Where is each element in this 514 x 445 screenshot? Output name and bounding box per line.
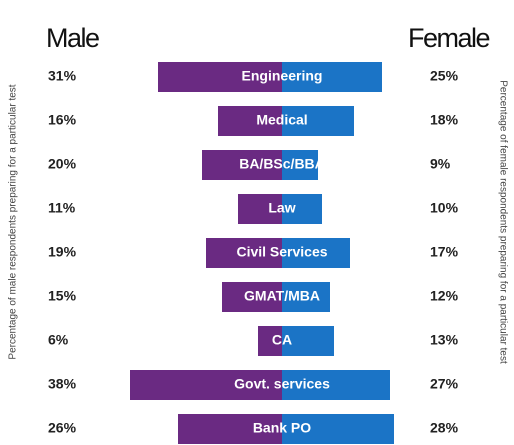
value-label: 11% (48, 200, 76, 216)
bar (130, 370, 282, 400)
category-label: BA/BSc/BBA (239, 156, 325, 172)
value-label: 6% (48, 332, 69, 348)
bar (282, 414, 394, 444)
value-label: 16% (48, 112, 77, 128)
bar (158, 62, 282, 92)
bar (202, 150, 282, 180)
bar (206, 238, 282, 268)
bar (282, 282, 330, 312)
value-label: 28% (430, 420, 459, 436)
bar (258, 326, 282, 356)
bar (282, 238, 350, 268)
bar (282, 62, 382, 92)
category-label: Law (268, 200, 295, 216)
bar (282, 106, 354, 136)
value-label: 17% (430, 244, 459, 260)
value-label: 19% (48, 244, 77, 260)
value-label: 27% (430, 376, 459, 392)
category-label: Engineering (242, 68, 323, 84)
bar (218, 106, 282, 136)
category-label: Govt. services (234, 376, 330, 392)
bar (282, 326, 334, 356)
category-label: Civil Services (236, 244, 327, 260)
value-label: 9% (430, 156, 451, 172)
bar (282, 370, 390, 400)
category-label: CA (272, 332, 292, 348)
value-label: 18% (430, 112, 459, 128)
value-label: 31% (48, 68, 77, 84)
value-label: 38% (48, 376, 77, 392)
value-label: 10% (430, 200, 459, 216)
male-title: Male (46, 23, 99, 53)
value-label: 15% (48, 288, 77, 304)
female-title: Female (408, 23, 490, 53)
right-axis-label: Percentage of female respondents prepari… (497, 80, 508, 364)
value-label: 20% (48, 156, 77, 172)
category-label: Medical (256, 112, 307, 128)
bar (238, 194, 282, 224)
category-label: GMAT/MBA (244, 288, 320, 304)
category-label: Bank PO (253, 420, 311, 436)
value-label: 26% (48, 420, 77, 436)
value-label: 12% (430, 288, 459, 304)
bar (178, 414, 282, 444)
bar (282, 150, 318, 180)
bar (222, 282, 282, 312)
value-label: 25% (430, 68, 459, 84)
bar (282, 194, 322, 224)
value-label: 13% (430, 332, 459, 348)
left-axis-label: Percentage of male respondents preparing… (8, 84, 19, 359)
